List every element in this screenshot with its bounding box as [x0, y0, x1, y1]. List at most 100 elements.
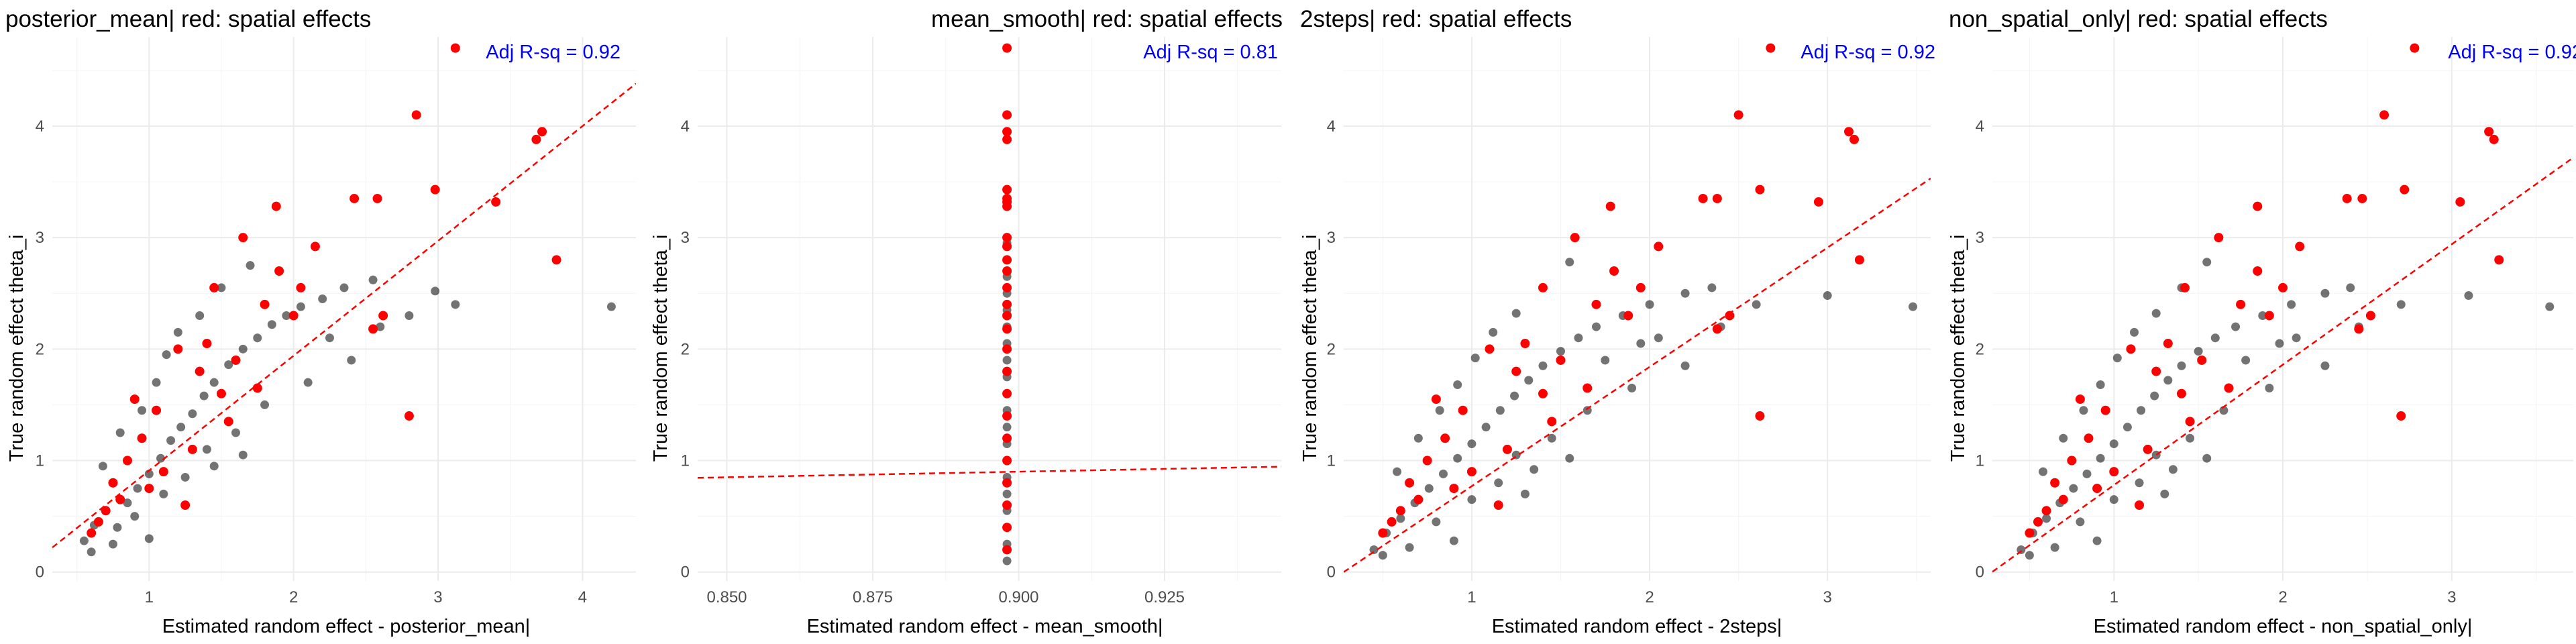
non-spatial-point — [115, 428, 125, 437]
non-spatial-point — [1680, 361, 1690, 370]
x-tick-label: 0.875 — [853, 588, 893, 606]
spatial-point — [1395, 506, 1405, 516]
spatial-point — [1002, 455, 1012, 466]
non-spatial-point — [1413, 433, 1423, 443]
spatial-point — [129, 394, 140, 405]
spatial-point — [1849, 134, 1859, 144]
spatial-point — [350, 193, 360, 203]
non-spatial-point — [138, 406, 147, 415]
non-spatial-point — [296, 302, 305, 311]
non-spatial-point — [2177, 361, 2186, 370]
non-spatial-point — [1654, 333, 1663, 343]
non-spatial-point — [2210, 333, 2220, 343]
spatial-point — [209, 282, 219, 292]
x-tick-label: 0.850 — [706, 588, 747, 606]
y-tick-label: 1 — [1327, 452, 1336, 470]
x-tick-label: 2 — [289, 588, 298, 606]
spatial-point — [101, 506, 111, 516]
y-tick-label: 4 — [36, 117, 44, 136]
non-spatial-point — [1582, 406, 1592, 415]
spatial-point — [1002, 282, 1012, 292]
spatial-point — [2163, 339, 2173, 349]
spatial-point — [551, 255, 561, 265]
non-spatial-point — [2265, 383, 2274, 392]
non-spatial-point — [1908, 302, 1917, 311]
adj-r-squared-annotation: Adj R-sq = 0.92 — [486, 42, 621, 63]
non-spatial-point — [1680, 288, 1690, 298]
grid — [1344, 37, 1931, 581]
non-spatial-point — [1481, 423, 1491, 432]
x-tick-label: 3 — [433, 588, 442, 606]
non-spatial-point — [325, 333, 334, 343]
spatial-point — [1002, 324, 1012, 334]
y-axis-label: True random effect theta_i — [650, 235, 672, 462]
spatial-point — [144, 484, 154, 494]
spatial-point — [2185, 417, 2195, 427]
non-spatial-point — [2545, 302, 2555, 311]
non-spatial-point — [2137, 406, 2146, 415]
panel-2steps: 1 2 3 0 1 2 3 4 2steps| red: spatial effects Es… — [1299, 6, 1935, 637]
non-spatial-point — [87, 547, 96, 557]
panel-title: 2steps| red: spatial effects — [1300, 6, 1572, 32]
non-spatial-point — [339, 283, 349, 292]
spatial-point — [1547, 417, 1557, 427]
spatial-point — [491, 197, 501, 207]
spatial-point — [1725, 311, 1735, 321]
plot-area — [698, 43, 1281, 566]
grid — [1992, 37, 2573, 581]
non-spatial-point — [1752, 300, 1761, 309]
spatial-point — [1002, 545, 1012, 555]
spatial-point — [310, 241, 320, 252]
panel-title: mean_smooth| red: spatial effects — [931, 6, 1283, 32]
spatial-point — [411, 110, 421, 120]
panel-posterior-mean: 1 2 3 4 0 1 2 3 4 posterior_mean| red: spatial e… — [5, 6, 636, 637]
x-tick-label: 1 — [145, 588, 154, 606]
spatial-point — [2135, 500, 2145, 510]
y-tick-label: 1 — [36, 452, 44, 470]
non-spatial-point — [202, 445, 211, 454]
y-axis-label: True random effect theta_i — [6, 235, 28, 462]
spatial-point — [1635, 282, 1646, 292]
spatial-point — [1387, 517, 1397, 527]
spatial-point — [1378, 528, 1388, 538]
spatial-point — [231, 355, 241, 365]
spatial-point — [1458, 405, 1468, 415]
spatial-point — [1712, 193, 1722, 203]
spatial-point — [368, 324, 378, 334]
fit-line — [1992, 156, 2573, 573]
non-spatial-point — [1449, 536, 1458, 545]
non-spatial-point — [1002, 489, 1012, 498]
adj-r-squared-annotation: Adj R-sq = 0.81 — [1143, 42, 1278, 63]
non-spatial-point — [1495, 406, 1505, 415]
spatial-point — [2050, 478, 2060, 488]
non-spatial-point — [1393, 467, 1402, 476]
spatial-point — [430, 184, 440, 195]
spatial-point — [274, 266, 284, 276]
spatial-point — [2180, 282, 2190, 292]
spatial-point — [1570, 233, 1580, 243]
non-spatial-point — [347, 356, 356, 365]
non-spatial-point — [1467, 439, 1477, 449]
spatial-point — [2067, 455, 2077, 466]
non-spatial-point — [1489, 327, 1498, 337]
spatial-point — [1002, 255, 1012, 265]
spatial-point — [1002, 184, 1012, 195]
fit-line — [1344, 177, 1931, 573]
non-spatial-point — [2287, 300, 2296, 309]
y-tick-label: 3 — [36, 229, 44, 247]
spatial-point — [1755, 411, 1765, 421]
spatial-point — [288, 311, 299, 321]
spatial-point — [1582, 383, 1593, 393]
spatial-point — [1485, 344, 1495, 354]
non-spatial-point — [2082, 469, 2092, 478]
spatial-point — [2224, 383, 2234, 393]
non-spatial-point — [2096, 380, 2105, 390]
x-tick-label: 1 — [1467, 588, 1476, 606]
y-tick-label: 4 — [1976, 117, 1984, 136]
non-spatial-point — [2150, 391, 2159, 400]
non-spatial-point — [303, 378, 313, 387]
non-spatial-point — [1396, 514, 1405, 523]
spatial-point — [2342, 193, 2352, 203]
spatial-point — [2092, 484, 2102, 494]
